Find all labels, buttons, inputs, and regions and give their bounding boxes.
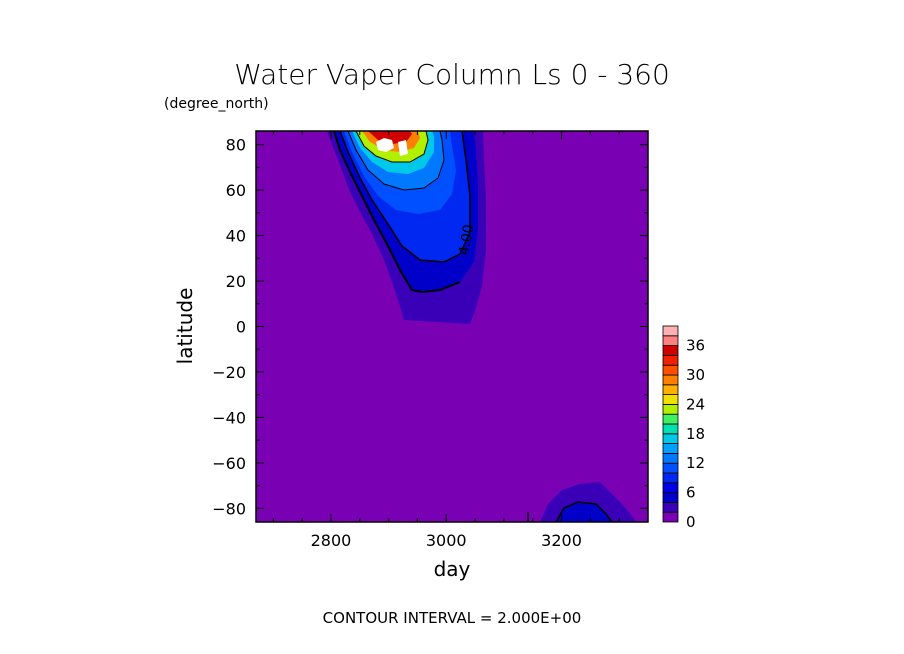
colorbar-swatch (662, 374, 679, 386)
colorbar-tick-label: 30 (686, 366, 705, 384)
colorbar-swatch (662, 433, 679, 444)
colorbar-swatch (662, 443, 679, 454)
colorbar-swatch (662, 384, 679, 395)
colorbar-swatch (662, 394, 679, 405)
colorbar-swatch (662, 403, 679, 415)
colorbar-swatch (662, 345, 679, 356)
y-tick-label: 80 (226, 136, 246, 155)
y-tick-label: −20 (212, 363, 246, 382)
colorbar-swatch (662, 325, 679, 337)
y-tick-label: 0 (236, 318, 246, 337)
plot-area: 4.00 (255, 130, 649, 523)
south-line-2 (555, 501, 613, 523)
contour-line-10 (347, 130, 445, 191)
y-tick-label: −60 (212, 454, 246, 473)
contour-line-4 (339, 130, 471, 263)
colorbar-swatch (662, 492, 679, 503)
colorbar-swatch (662, 472, 679, 484)
contour-interval-note: CONTOUR INTERVAL = 2.000E+00 (323, 609, 582, 627)
y-tick-label: 20 (226, 272, 246, 291)
axis-ticks (256, 131, 648, 522)
colorbar-swatch (662, 511, 679, 523)
contour-band-32 (368, 131, 412, 144)
colorbar-swatch (662, 354, 679, 366)
chart-title: Water Vaper Column Ls 0 - 360 (234, 58, 670, 91)
contour-label: 4.00 (456, 223, 477, 256)
colorbar-tick-label: 0 (686, 513, 696, 531)
contour-missing-patch (376, 138, 408, 156)
colorbar-swatch (662, 413, 679, 425)
y-tick-label: −40 (212, 408, 246, 427)
colorbar-labels: 36 30 24 18 12 6 0 (686, 337, 705, 531)
colorbar-tick-label: 18 (686, 425, 705, 443)
north-contour-region: 4.00 (327, 130, 486, 324)
colorbar-tick-label: 24 (686, 395, 705, 413)
colorbar-swatch (662, 462, 679, 474)
colorbar-tick-label: 12 (686, 454, 705, 472)
y-tick-label: −80 (212, 499, 246, 518)
contour-line-20 (355, 130, 429, 163)
x-tick-label: 3200 (541, 531, 582, 550)
contour-line-2 (333, 130, 461, 294)
x-axis-label: day (434, 557, 471, 581)
colorbar-swatch (662, 482, 679, 493)
colorbar-swatch (662, 452, 679, 464)
x-tick-label: 2800 (311, 531, 352, 550)
south-contour-region (527, 482, 636, 523)
colorbar-tick-label: 36 (686, 337, 705, 355)
y-tick-labels: 80 60 40 20 0 −20 −40 −60 −80 (212, 136, 246, 519)
colorbar-tick-label: 6 (686, 484, 696, 502)
y-axis-label: latitude (173, 288, 197, 365)
x-tick-labels: 2800 3000 3200 (311, 531, 582, 550)
y-tick-label: 60 (226, 181, 246, 200)
y-units-label: (degree_north) (164, 96, 269, 112)
colorbar-swatch (662, 364, 679, 376)
colorbar (662, 325, 679, 523)
colorbar-swatch (662, 335, 679, 346)
y-tick-label: 40 (226, 227, 246, 246)
colorbar-swatch (662, 501, 679, 513)
colorbar-swatch (662, 423, 679, 435)
x-tick-label: 3000 (426, 531, 467, 550)
